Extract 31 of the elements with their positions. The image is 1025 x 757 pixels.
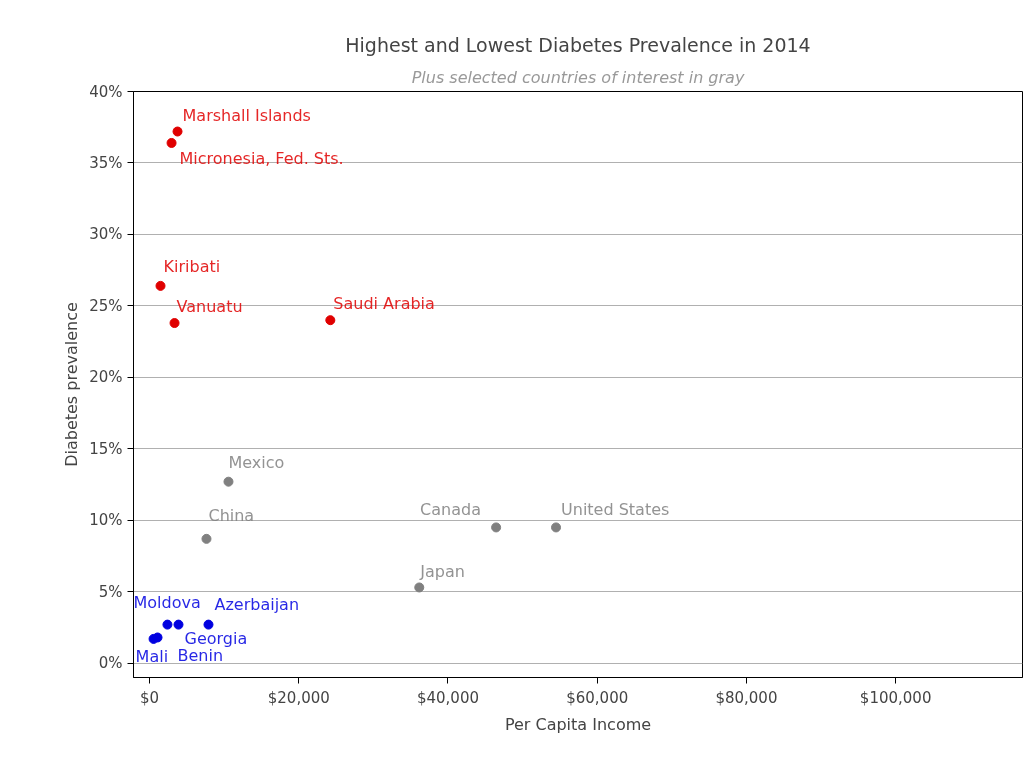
annotation: Vanuatu: [176, 296, 243, 316]
x-tick-label: $40,000: [416, 688, 480, 707]
y-tick-label: 30%: [89, 225, 123, 244]
annotation: Mali: [135, 647, 169, 667]
x-tick-label: $60,000: [566, 688, 629, 707]
chart-subtitle: Plus selected countries of interest in gray: [411, 67, 745, 87]
x-tick-label: $20,000: [267, 688, 330, 707]
y-tick-label: 0%: [98, 654, 123, 673]
annotation: Marshall Islands: [182, 106, 311, 126]
x-axis-title: Per Capita Income: [504, 714, 652, 734]
y-tick-label: 20%: [89, 368, 123, 387]
y-tick-label: 25%: [89, 296, 123, 315]
annotation: Micronesia, Fed. Sts.: [179, 149, 344, 169]
annotation: Japan: [419, 561, 465, 581]
y-tick-label: 15%: [89, 439, 123, 458]
annotation: Canada: [420, 499, 481, 519]
y-axis-title: Diabetes prevalence: [62, 302, 82, 467]
x-tick-label: $100,000: [859, 688, 932, 707]
annotation: Kiribati: [163, 257, 221, 277]
y-tick-label: 10%: [89, 511, 123, 530]
annotation: Azerbaijan: [214, 595, 300, 615]
y-tick-label: 40%: [89, 82, 123, 101]
y-tick-label: 35%: [89, 153, 123, 172]
annotation: Saudi Arabia: [333, 293, 435, 313]
y-tick-label: 5%: [98, 582, 123, 601]
chart-title: Highest and Lowest Diabetes Prevalence in 2014: [345, 33, 811, 56]
annotation: United States: [561, 499, 670, 519]
annotation: Moldova: [133, 593, 201, 613]
x-tick-label: $80,000: [715, 688, 778, 707]
annotation: Mexico: [228, 453, 285, 473]
x-tick-label: $0: [140, 688, 160, 707]
